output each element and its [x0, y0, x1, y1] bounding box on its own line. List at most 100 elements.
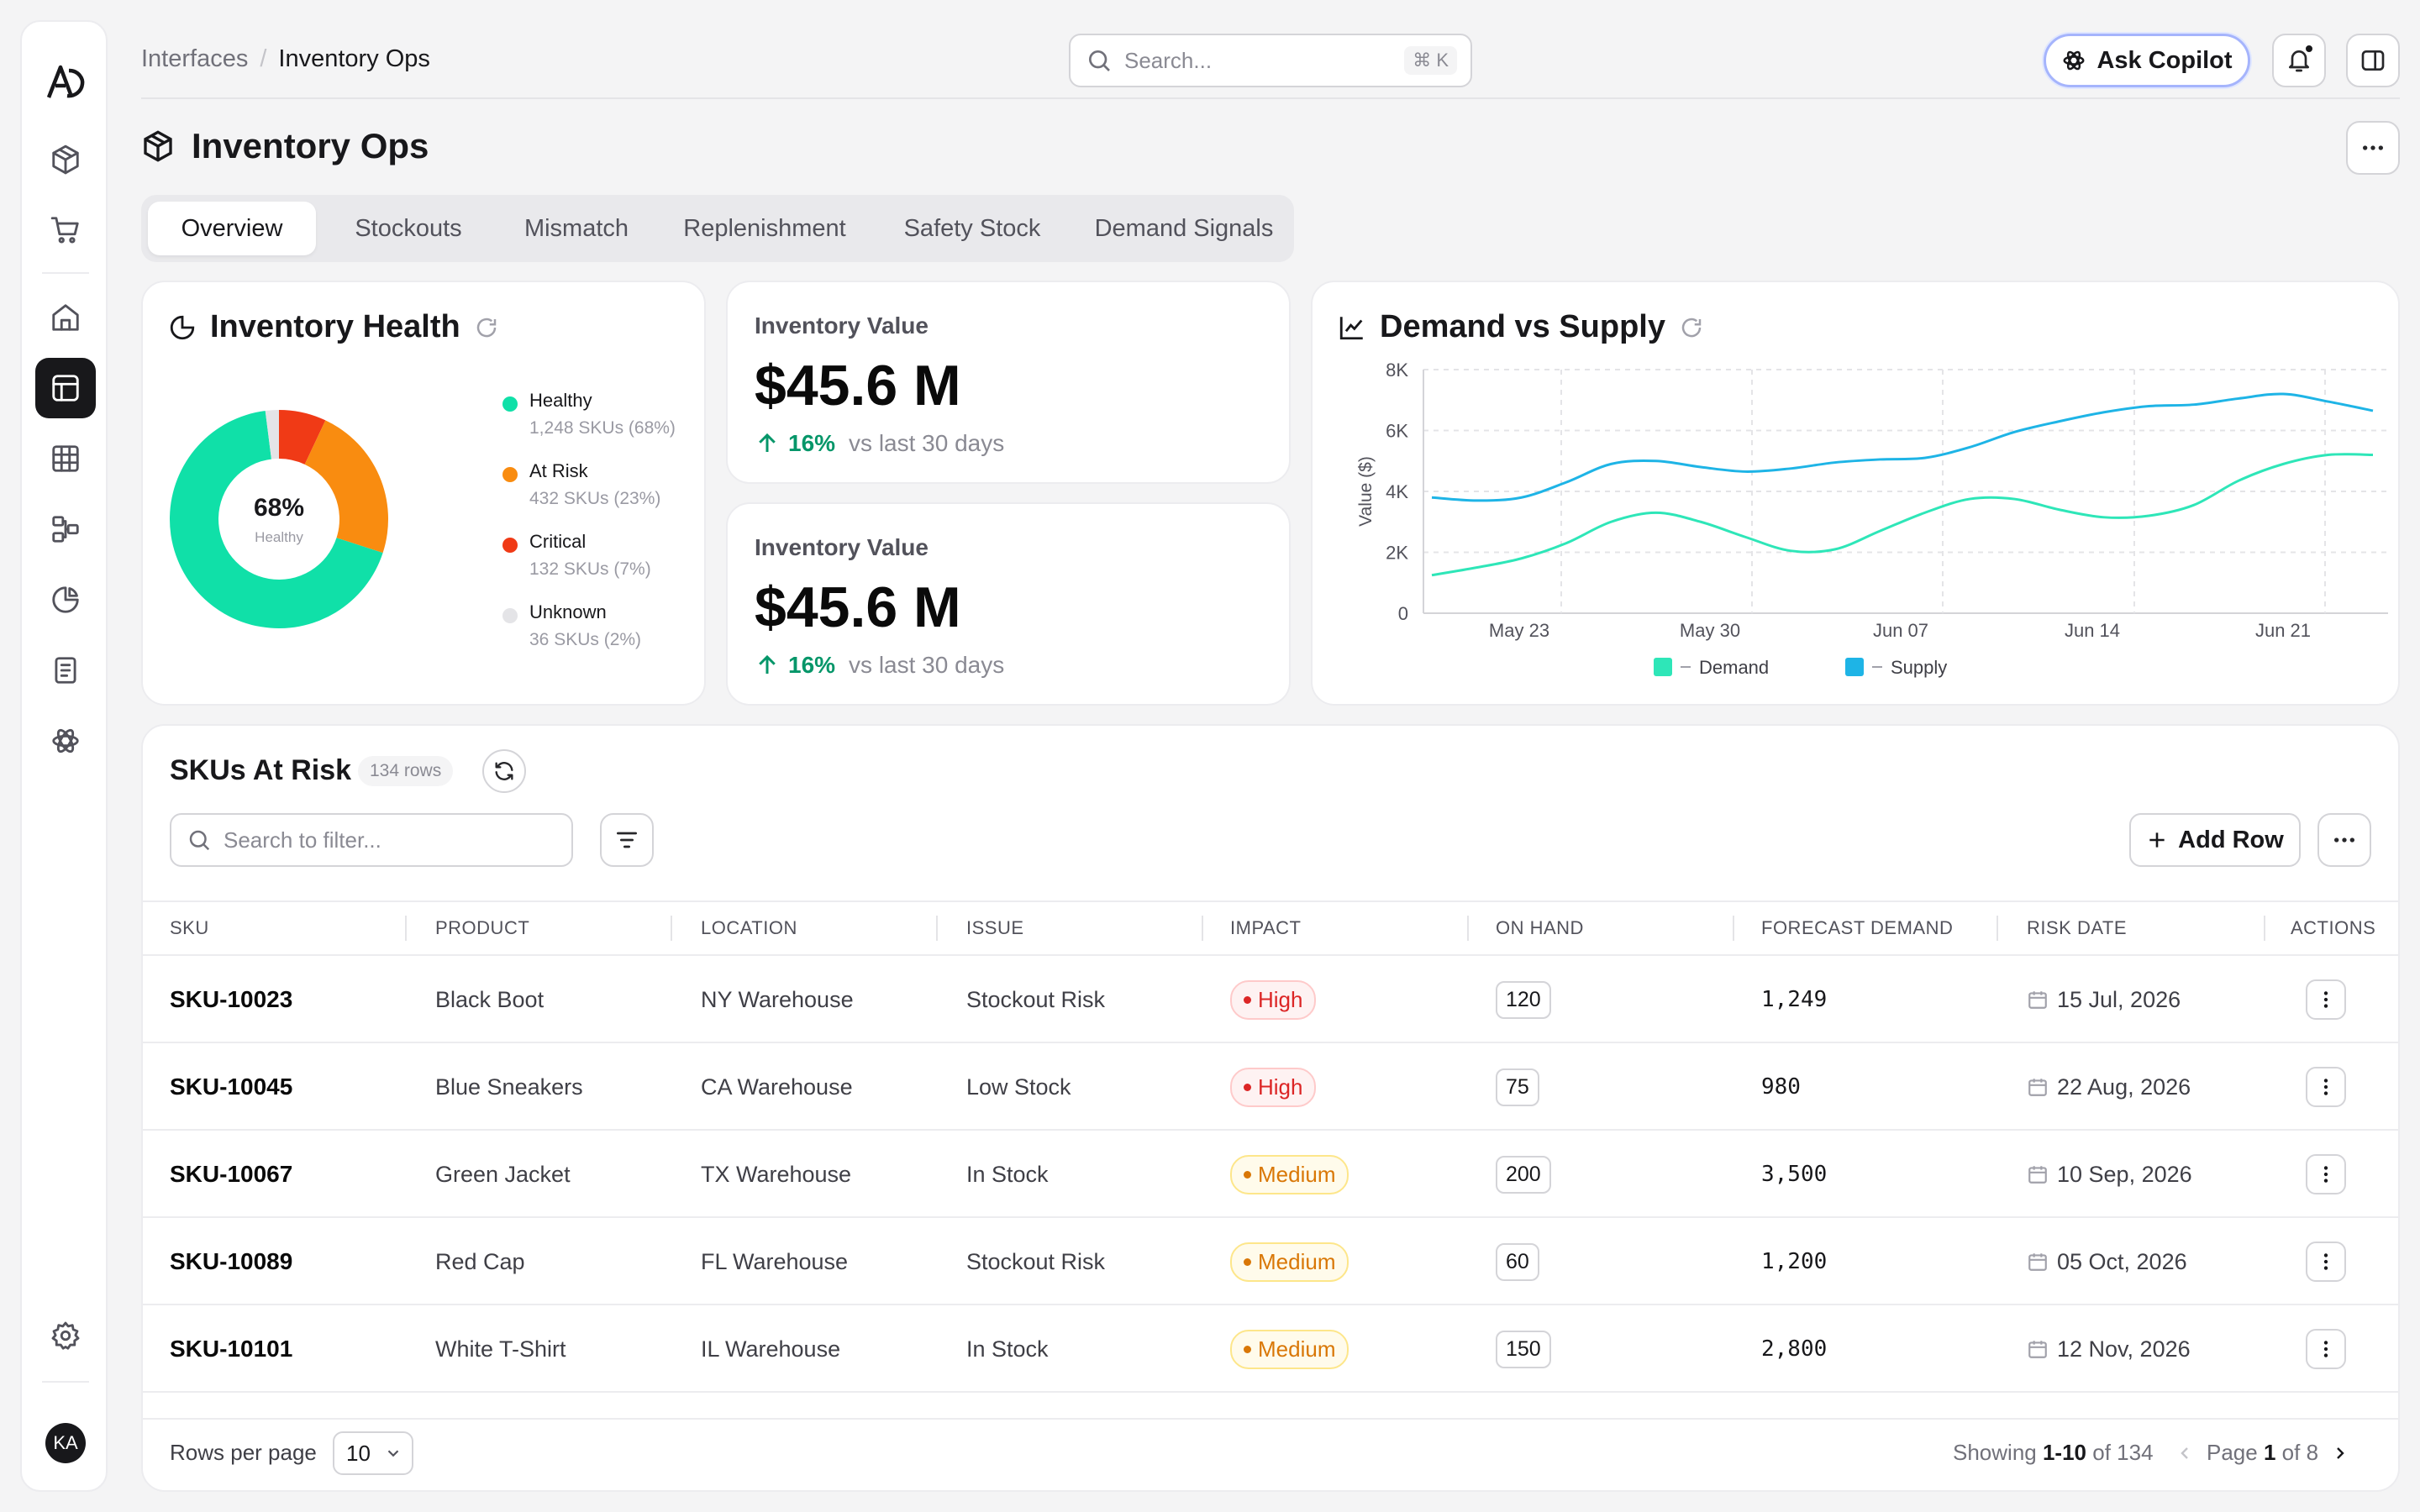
more-vertical-icon: [2323, 1166, 2328, 1183]
legend-label: Healthy: [529, 390, 592, 411]
sidebar-item-documents[interactable]: [35, 640, 96, 701]
user-avatar[interactable]: KA: [45, 1423, 86, 1463]
row-actions-button[interactable]: [2306, 1329, 2346, 1369]
donut-slice-healthy[interactable]: [170, 411, 383, 628]
ask-copilot-button[interactable]: Ask Copilot: [2044, 34, 2250, 87]
cell-impact: High: [1230, 956, 1317, 1043]
tab-safety-stock[interactable]: Safety Stock: [903, 214, 1041, 242]
impact-dot: [1244, 995, 1251, 1004]
search-icon: [1089, 50, 1110, 71]
legend-label-demand: Demand: [1699, 657, 1769, 678]
donut-center-label: Healthy: [255, 529, 303, 545]
table-filter-input[interactable]: Search to filter...: [170, 813, 573, 867]
table-row[interactable]: SKU-10067 Green Jacket TX Warehouse In Stoc…: [143, 1131, 2398, 1218]
sidebar-item-reports[interactable]: [35, 570, 96, 630]
row-actions-button[interactable]: [2306, 1154, 2346, 1194]
table-row[interactable]: SKU-10089 Red Cap FL Warehouse Stockout Ris…: [143, 1218, 2398, 1305]
notifications-button[interactable]: [2272, 34, 2326, 87]
row-actions-button[interactable]: [2306, 1242, 2346, 1282]
cell-risk-date: 05 Oct, 2026: [2027, 1218, 2187, 1305]
kpi-delta-period: vs last 30 days: [849, 652, 1005, 678]
cell-forecast-demand: 2,800: [1761, 1336, 1828, 1362]
sidebar-item-workflows[interactable]: [35, 499, 96, 559]
add-row-button[interactable]: Add Row: [2129, 813, 2301, 867]
column-header-risk-date[interactable]: RISK DATE: [2027, 917, 2128, 938]
refresh-icon[interactable]: [474, 315, 499, 340]
page-current: 1: [2263, 1440, 2276, 1465]
box-icon: [52, 144, 79, 175]
cell-issue: Stockout Risk: [966, 1248, 1106, 1274]
chevron-left-icon[interactable]: [2175, 1443, 2195, 1463]
table-icon: [52, 445, 79, 472]
table-refresh-button[interactable]: [482, 749, 526, 793]
donut-slice-unknown[interactable]: [265, 410, 279, 459]
plus-icon: [2149, 832, 2165, 848]
sidebar-item-ai[interactable]: [35, 711, 96, 771]
search-shortcut: ⌘ K: [1404, 46, 1457, 75]
breadcrumb-parent[interactable]: Interfaces: [141, 45, 249, 72]
tab-bar: Overview Stockouts Mismatch Replenishmen…: [141, 195, 1294, 262]
legend-sub: 132 SKUs (7%): [529, 559, 651, 579]
table-row[interactable]: SKU-10045 Blue Sneakers CA Warehouse Low St…: [143, 1043, 2398, 1131]
y-tick-label: 6K: [1386, 421, 1408, 442]
y-tick-label: 2K: [1386, 543, 1408, 564]
sidebar-item-settings[interactable]: [35, 1305, 96, 1366]
refresh-icon[interactable]: [1679, 315, 1704, 340]
column-header-impact[interactable]: IMPACT: [1230, 917, 1302, 938]
sidebar-item-tables[interactable]: [35, 428, 96, 489]
workflow-icon: [52, 516, 79, 543]
table-row[interactable]: SKU-10023 Black Boot NY Warehouse Stockout …: [143, 956, 2398, 1043]
donut-slice-critical[interactable]: [279, 410, 326, 465]
cell-issue: Stockout Risk: [966, 986, 1106, 1012]
column-header-location[interactable]: LOCATION: [701, 917, 797, 938]
column-header-sku[interactable]: SKU: [170, 917, 209, 938]
donut-slice-at-risk[interactable]: [304, 420, 388, 554]
impact-dot: [1244, 1345, 1251, 1353]
column-header-product[interactable]: PRODUCT: [435, 917, 530, 938]
cell-sku: SKU-10045: [170, 1074, 293, 1100]
tab-overview[interactable]: Overview: [148, 202, 316, 255]
document-icon: [55, 657, 76, 684]
calendar-icon: [2028, 1253, 2047, 1271]
kpi-delta-percent: 16%: [788, 430, 836, 456]
sidebar-item-interfaces[interactable]: [35, 358, 96, 418]
cell-sku: SKU-10023: [170, 986, 293, 1012]
tab-stockouts[interactable]: Stockouts: [355, 214, 462, 242]
sidebar-divider: [42, 272, 89, 274]
sidebar-divider: [42, 1381, 89, 1383]
showing-prefix: Showing: [1953, 1440, 2037, 1465]
sidebar-item-products[interactable]: [35, 129, 96, 190]
column-header-issue[interactable]: ISSUE: [966, 917, 1024, 938]
tab-mismatch[interactable]: Mismatch: [523, 214, 629, 242]
row-actions-button[interactable]: [2306, 979, 2346, 1020]
arrow-up-icon: [759, 433, 776, 452]
table-more-button[interactable]: [2317, 813, 2371, 867]
y-tick-label: 8K: [1386, 360, 1408, 381]
row-actions-button[interactable]: [2306, 1067, 2346, 1107]
sidebar-item-orders[interactable]: [35, 200, 96, 260]
chevron-right-icon[interactable]: [2330, 1443, 2350, 1463]
tab-replenishment[interactable]: Replenishment: [683, 214, 846, 242]
column-header-on-hand[interactable]: ON HAND: [1496, 917, 1584, 938]
risk-date-value: 12 Nov, 2026: [2057, 1336, 2191, 1362]
cell-product: White T-Shirt: [435, 1336, 566, 1362]
risk-date-value: 10 Sep, 2026: [2057, 1161, 2192, 1187]
column-header-forecast-demand[interactable]: FORECAST DEMAND: [1761, 917, 1954, 938]
filter-icon: [617, 832, 637, 848]
breadcrumb-current: Inventory Ops: [278, 45, 430, 72]
risk-date-value: 05 Oct, 2026: [2057, 1248, 2187, 1274]
kpi-card: Inventory Value $45.6 M 16% vs last 30 d…: [726, 281, 1291, 484]
toggle-panel-button[interactable]: [2346, 34, 2400, 87]
app-logo-icon[interactable]: [45, 62, 86, 102]
x-tick-label: Jun 07: [1873, 620, 1928, 641]
page-more-button[interactable]: [2346, 121, 2400, 175]
rows-per-page-select[interactable]: 10: [333, 1431, 413, 1475]
tab-demand-signals[interactable]: Demand Signals: [1094, 214, 1274, 242]
inventory-health-title: Inventory Health: [168, 309, 499, 345]
page-indicator: Page 1 of 8: [2207, 1440, 2318, 1466]
table-row[interactable]: SKU-10101 White T-Shirt IL Warehouse In Sto…: [143, 1305, 2398, 1393]
demand-supply-chart: 0 2K 4K 6K 8K May 23 May 30 Jun 07 Jun 14 Jun 21 V…: [1356, 360, 2388, 678]
filter-button[interactable]: [600, 813, 654, 867]
global-search-input[interactable]: Search... ⌘ K: [1069, 34, 1472, 87]
sidebar-item-home[interactable]: [35, 287, 96, 348]
